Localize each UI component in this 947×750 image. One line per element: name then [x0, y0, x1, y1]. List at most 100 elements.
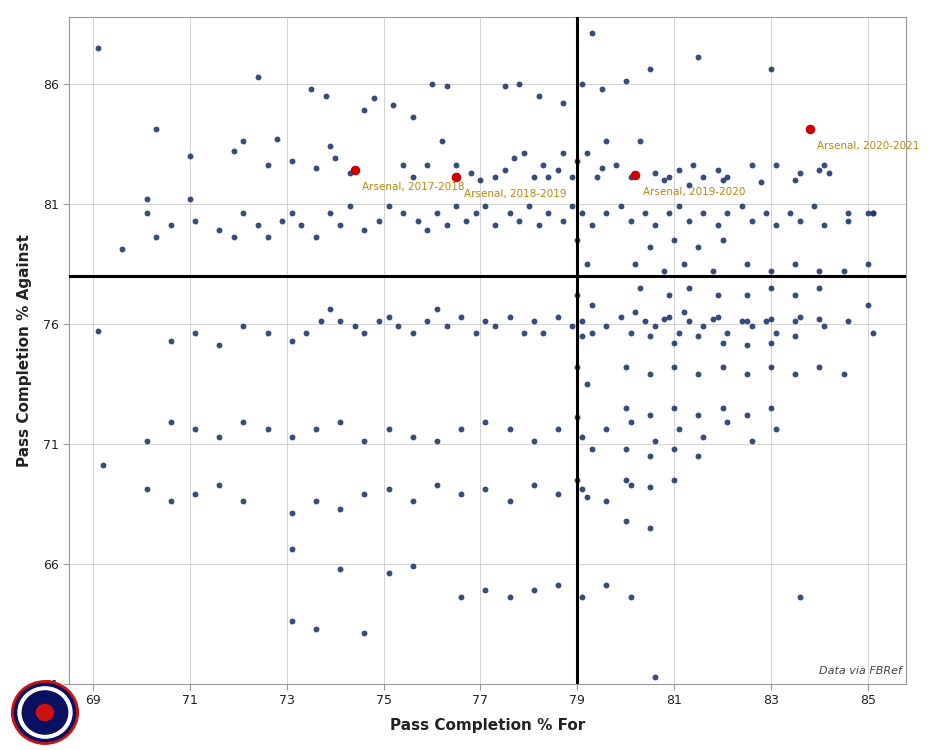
Point	[454, 488, 469, 500]
Point	[609, 160, 624, 172]
Point	[783, 208, 798, 220]
Point	[555, 214, 570, 226]
Circle shape	[37, 704, 53, 721]
Point	[788, 368, 803, 380]
Circle shape	[11, 681, 79, 744]
Point	[429, 304, 444, 316]
Point	[477, 484, 492, 496]
Point	[357, 104, 372, 116]
Point	[671, 328, 687, 340]
Point	[681, 214, 696, 226]
Point	[580, 258, 595, 270]
Point	[211, 430, 226, 442]
Point	[236, 208, 251, 220]
Point	[497, 164, 512, 176]
Point	[342, 166, 357, 178]
Point	[662, 310, 677, 322]
Point	[434, 136, 449, 148]
Point	[671, 200, 687, 212]
Point	[309, 496, 324, 508]
Point	[226, 232, 241, 244]
Point	[284, 208, 299, 220]
Point	[763, 282, 778, 294]
Point	[449, 172, 464, 184]
Point	[642, 409, 657, 421]
Point	[342, 200, 357, 212]
Point	[865, 328, 880, 340]
Point	[788, 330, 803, 342]
Point	[507, 152, 522, 164]
Point	[570, 154, 585, 166]
Point	[696, 208, 711, 220]
Point	[420, 160, 435, 172]
Point	[623, 416, 638, 428]
Point	[628, 306, 643, 318]
Point	[303, 82, 318, 94]
Point	[550, 488, 565, 500]
Point	[599, 136, 614, 148]
Point	[550, 164, 565, 176]
Point	[715, 402, 730, 414]
Point	[468, 208, 483, 220]
Point	[599, 320, 614, 332]
Point	[188, 488, 203, 500]
Point	[671, 164, 687, 176]
Point	[841, 214, 856, 226]
Point	[816, 160, 831, 172]
Point	[502, 208, 517, 220]
Point	[468, 328, 483, 340]
Point	[488, 172, 503, 184]
Point	[865, 208, 880, 220]
Point	[270, 133, 285, 145]
Point	[768, 220, 783, 232]
Point	[429, 478, 444, 490]
Point	[706, 265, 721, 277]
Point	[527, 478, 542, 490]
Point	[477, 416, 492, 428]
Point	[642, 368, 657, 380]
Point	[744, 436, 759, 448]
Point	[357, 488, 372, 500]
Point	[410, 214, 425, 226]
Point	[511, 214, 527, 226]
Point	[424, 78, 439, 90]
Point	[740, 368, 755, 380]
Point	[667, 337, 682, 349]
Point	[405, 430, 420, 442]
Point	[744, 160, 759, 172]
Point	[309, 162, 324, 174]
Point	[740, 409, 755, 421]
Point	[623, 478, 638, 490]
Point	[594, 162, 609, 174]
Point	[497, 80, 512, 92]
Point	[536, 160, 551, 172]
Point	[690, 330, 706, 342]
Point	[793, 310, 808, 322]
Point	[763, 64, 778, 76]
Point	[836, 265, 851, 277]
Point	[357, 436, 372, 448]
Point	[381, 424, 396, 436]
Point	[860, 208, 875, 220]
Circle shape	[23, 691, 68, 734]
Point	[667, 402, 682, 414]
Point	[575, 484, 590, 496]
Point	[614, 310, 629, 322]
Point	[516, 328, 531, 340]
Point	[642, 64, 657, 76]
Point	[550, 424, 565, 436]
Point	[599, 208, 614, 220]
Point	[575, 330, 590, 342]
Point	[564, 320, 580, 332]
Point	[696, 430, 711, 442]
Point	[96, 460, 111, 472]
Point	[575, 316, 590, 328]
Point	[420, 316, 435, 328]
Point	[584, 220, 599, 232]
Point	[357, 328, 372, 340]
Point	[618, 442, 634, 454]
Point	[347, 320, 362, 332]
Point	[332, 416, 348, 428]
Point	[323, 140, 338, 152]
Point	[405, 172, 420, 184]
